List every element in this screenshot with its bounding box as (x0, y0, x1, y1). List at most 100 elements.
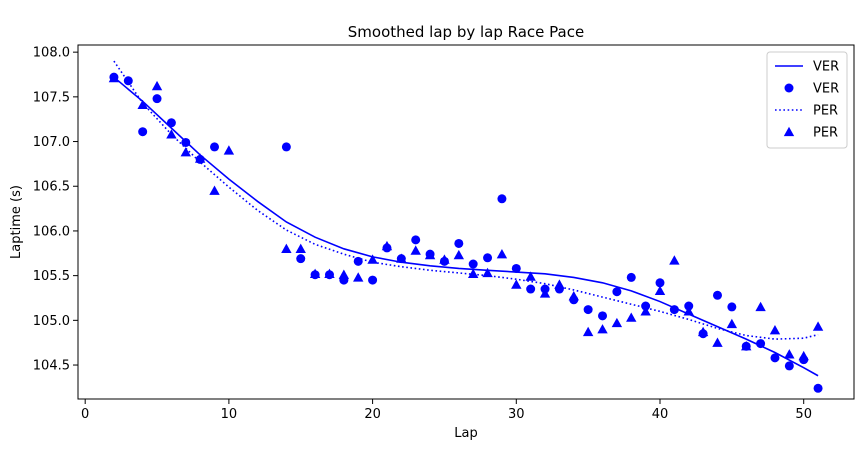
per-scatter-point (309, 268, 321, 279)
ver-scatter-point (770, 353, 780, 363)
y-tick-label: 104.5 (33, 359, 70, 374)
per-scatter-point (209, 185, 220, 195)
ver-scatter-point (368, 275, 378, 285)
per-scatter-point (554, 279, 565, 289)
axes-frame (77, 44, 855, 400)
x-tick-label: 0 (81, 407, 89, 422)
ver-scatter-point (166, 118, 176, 128)
axes: 0 10 20 30 40 50 104.5 105.0 105.5 106.0 106.5 107.… (33, 44, 855, 422)
per-scatter-point (151, 80, 163, 91)
per-scatter-point (194, 153, 206, 163)
ver-scatter-point (598, 311, 608, 321)
y-axis-label: Laptime (s) (9, 185, 24, 259)
per-scatter-point (640, 306, 651, 316)
x-tick-label: 30 (508, 407, 525, 422)
chart-title: Smoothed lap by lap Race Pace (348, 23, 584, 41)
per-scatter-point (597, 324, 608, 334)
ver-scatter-point (655, 278, 665, 288)
per-scatter-point (654, 285, 666, 295)
ver-scatter-point (210, 142, 220, 152)
per-scatter-point (582, 326, 594, 337)
per-scatter-point (281, 243, 292, 253)
per-scatter-point (769, 324, 781, 335)
per-scatter-point (812, 321, 824, 331)
ver-scatter-point (483, 253, 493, 263)
per-scatter-point (180, 147, 191, 157)
per-scatter-point (396, 253, 407, 263)
per-scatter-point (697, 326, 709, 337)
ver-scatter-point (353, 256, 363, 266)
y-tick-label: 108.0 (33, 46, 70, 61)
ver-scatter-point (526, 284, 536, 294)
per-scatter-point (511, 279, 522, 289)
per-scatter-point (367, 254, 378, 264)
x-axis-label: Lap (454, 426, 477, 441)
per-scatter-point (626, 312, 637, 322)
per-scatter-point (539, 288, 551, 298)
per-scatter-point (439, 254, 450, 264)
per-scatter-point (741, 341, 752, 351)
ver-scatter-point (454, 238, 464, 248)
per-line-series-line (113, 60, 819, 340)
per-scatter-point (353, 272, 364, 282)
ver-scatter-point (583, 305, 593, 315)
y-tick-label: 107.0 (33, 135, 70, 150)
y-tick-label: 107.5 (33, 90, 70, 105)
ver-scatter-point (411, 235, 421, 245)
ver-scatter-point (511, 263, 521, 273)
x-tick-label: 10 (221, 407, 238, 422)
ver-scatter-point (281, 142, 291, 152)
per-scatter-point (424, 249, 436, 260)
ver-scatter-point (181, 137, 191, 147)
ver-scatter-point (641, 301, 651, 311)
legend-label-ver-scatter: VER (813, 82, 839, 97)
ver-scatter-point (612, 287, 622, 297)
ver-scatter-point (684, 301, 694, 311)
per-scatter-point (223, 145, 235, 155)
legend-label-per-scatter: PER (813, 126, 838, 141)
per-scatter-point (669, 255, 680, 265)
ver-scatter-point (727, 302, 737, 312)
per-scatter-point (338, 269, 350, 279)
per-scatter-point (324, 268, 335, 279)
per-scatter-point (108, 72, 120, 83)
per-scatter-point (755, 301, 766, 312)
ver-scatter-point (138, 127, 148, 137)
legend-label-per-line: PER (813, 104, 838, 119)
per-scatter-point (410, 245, 421, 255)
y-tick-label: 105.5 (33, 269, 70, 284)
per-scatter-point (568, 290, 579, 301)
ver-scatter-point (784, 361, 794, 371)
ver-scatter-point (756, 339, 766, 349)
legend-box (766, 51, 848, 149)
ver-scatter-point (626, 272, 636, 282)
per-scatter-point (496, 248, 508, 259)
per-scatter-point (453, 249, 465, 260)
per-scatter-point (525, 271, 536, 281)
per-scatter-point (137, 99, 148, 110)
per-scatter-point (784, 349, 795, 359)
ver-line-series-line (113, 76, 819, 377)
per-scatter-point (611, 317, 623, 328)
ver-scatter-point (468, 259, 478, 269)
per-scatter-point (683, 306, 694, 316)
x-tick-label: 40 (652, 407, 669, 422)
ver-scatter-point (296, 254, 306, 264)
per-scatter-point (381, 240, 393, 251)
per-scatter-point (726, 318, 738, 329)
x-tick-label: 50 (795, 407, 812, 422)
per-scatter-point (467, 268, 479, 279)
ver-scatter-point (497, 194, 507, 204)
y-tick-label: 106.0 (33, 224, 70, 239)
ver-scatter-point (669, 305, 679, 315)
legend-swatch-ver-scatter (784, 83, 794, 93)
per-scatter-point (712, 337, 723, 347)
legend: VER VER PER PER (766, 51, 848, 149)
ver-scatter-point (123, 76, 133, 86)
ver-scatter-point (813, 383, 823, 393)
legend-label-ver-line: VER (813, 60, 839, 75)
per-scatter-point (166, 129, 177, 139)
y-tick-label: 105.0 (33, 314, 70, 329)
per-scatter-point (482, 267, 493, 278)
per-scatter-point (295, 243, 306, 253)
